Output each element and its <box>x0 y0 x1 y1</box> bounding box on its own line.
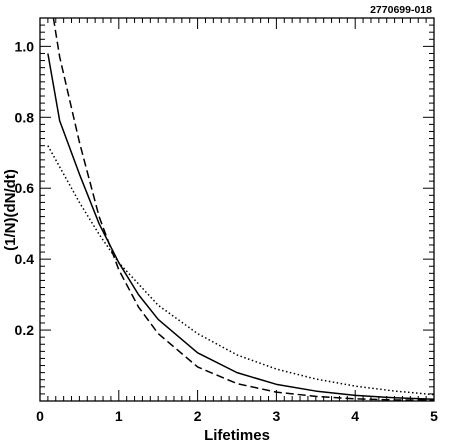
figure-label: 2770699-018 <box>370 4 432 16</box>
y-tick-label: 0.4 <box>15 251 35 267</box>
x-tick-label: 2 <box>194 408 202 424</box>
dashed-curve <box>52 17 435 402</box>
x-tick-label: 1 <box>115 408 123 424</box>
y-tick-label: 0.6 <box>15 180 35 196</box>
axis-ticks <box>39 17 435 402</box>
x-tick-label: 0 <box>36 408 44 424</box>
y-tick-label: 0.2 <box>15 322 35 338</box>
x-axis-title: Lifetimes <box>204 427 270 444</box>
x-tick-label: 4 <box>351 408 359 424</box>
x-tick-label: 5 <box>430 408 438 424</box>
plot-frame <box>39 17 435 402</box>
tick-labels: 0 1 2 3 4 5 0.2 0.4 0.6 0.8 1.0 <box>15 38 439 424</box>
y-tick-label: 0.8 <box>15 109 35 125</box>
y-tick-label: 1.0 <box>15 38 35 54</box>
y-axis-title: (1/N)(dN/dt) <box>2 169 19 251</box>
solid-curve <box>47 53 435 400</box>
curves <box>47 17 435 402</box>
dotted-curve <box>47 145 435 396</box>
x-tick-label: 3 <box>273 408 281 424</box>
